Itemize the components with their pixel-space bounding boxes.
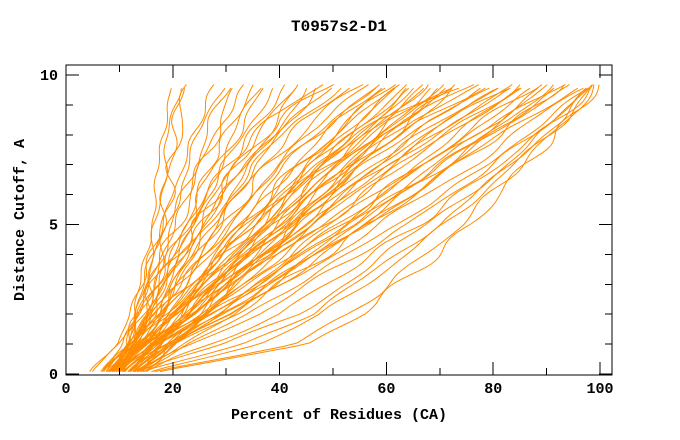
x-tick-label: 60 <box>377 381 395 398</box>
model-curve <box>109 87 274 372</box>
model-curve <box>124 87 499 372</box>
axis-ticks <box>65 65 612 375</box>
model-curve <box>108 87 233 372</box>
model-curve <box>128 84 543 372</box>
axis-tick-labels: 0 20 40 60 80 100 0 5 10 <box>40 68 614 398</box>
model-curve <box>118 84 369 372</box>
model-curve <box>89 84 215 372</box>
model-curve <box>123 87 520 372</box>
model-curve <box>111 87 342 372</box>
model-curves <box>89 84 600 373</box>
model-curve <box>108 87 333 372</box>
x-axis-label: Percent of Residues (CA) <box>231 407 447 424</box>
x-tick-label: 20 <box>164 381 182 398</box>
model-curve <box>113 87 350 372</box>
model-curve <box>116 84 479 372</box>
y-axis-label: Distance Cutoff, A <box>12 139 29 301</box>
model-curve <box>134 87 584 373</box>
model-curve <box>92 87 226 372</box>
model-curve <box>132 87 522 372</box>
model-curve <box>154 84 595 373</box>
model-curve <box>124 84 570 372</box>
model-curve <box>133 84 593 373</box>
model-curve <box>134 87 531 372</box>
model-curve <box>108 87 452 372</box>
model-curve <box>119 88 182 372</box>
model-curve <box>134 84 548 372</box>
y-tick-label: 5 <box>49 218 58 235</box>
model-curve <box>113 84 475 372</box>
plot-border <box>65 64 613 376</box>
model-curve <box>102 84 324 372</box>
x-tick-label: 40 <box>271 381 289 398</box>
model-curve <box>119 84 566 372</box>
y-tick-label: 10 <box>40 68 58 85</box>
model-curve <box>129 87 579 372</box>
model-curve <box>137 87 589 373</box>
y-tick-label: 0 <box>49 367 58 384</box>
model-curve <box>107 87 481 372</box>
model-curve <box>118 87 486 372</box>
model-curve <box>140 87 588 373</box>
model-curve <box>105 84 334 372</box>
model-curve <box>100 84 244 372</box>
model-curve <box>115 87 511 372</box>
model-curve <box>124 87 383 372</box>
model-curve <box>110 87 407 372</box>
x-tick-label: 100 <box>586 381 613 398</box>
model-curve <box>101 84 380 372</box>
model-curve <box>115 87 414 372</box>
model-curve <box>159 84 600 373</box>
model-curve <box>132 84 407 372</box>
model-curve <box>118 87 511 372</box>
chart-title: T0957s2-D1 <box>291 18 387 36</box>
x-tick-label: 80 <box>484 381 502 398</box>
model-curve <box>145 84 594 373</box>
x-tick-label: 0 <box>61 381 70 398</box>
